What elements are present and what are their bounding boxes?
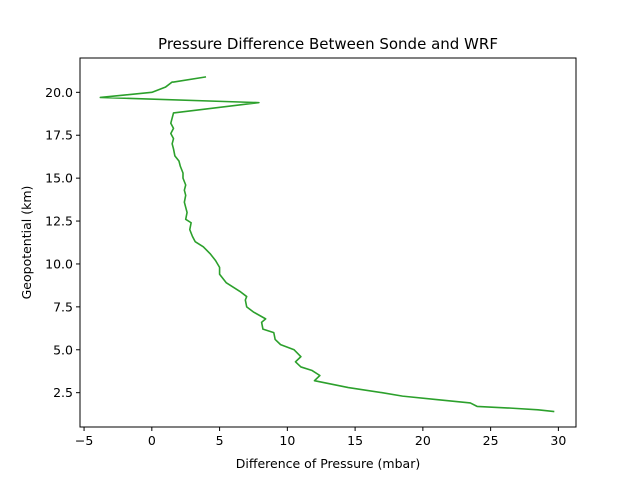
series-line-0 — [99, 76, 555, 413]
plot-series-group — [99, 76, 555, 413]
y-axis-ticks: 2.5 5.0 7.5 10.0 12.5 15.0 17.5 20.0 — [45, 85, 80, 400]
x-tick-label: 25 — [483, 433, 499, 448]
y-tick-label: 17.5 — [45, 128, 73, 143]
x-tick-label: 30 — [550, 433, 566, 448]
x-tick-label: 5 — [216, 433, 224, 448]
x-axis-ticks: −5 0 5 10 15 20 25 30 — [75, 427, 566, 448]
x-axis-label: Difference of Pressure (mbar) — [236, 456, 420, 471]
x-tick-label: 20 — [415, 433, 431, 448]
plot-frame — [79, 57, 577, 428]
y-tick-label: 15.0 — [45, 171, 73, 186]
y-tick-label: 5.0 — [53, 342, 73, 357]
y-tick-label: 2.5 — [53, 385, 73, 400]
y-axis-label: Geopotential (km) — [19, 186, 34, 300]
x-tick-label: −5 — [75, 433, 93, 448]
y-tick-label: 20.0 — [45, 85, 73, 100]
x-tick-label: 15 — [347, 433, 363, 448]
y-tick-label: 10.0 — [45, 256, 73, 271]
y-tick-label: 12.5 — [45, 214, 73, 229]
x-tick-label: 10 — [279, 433, 295, 448]
x-tick-label: 0 — [148, 433, 156, 448]
chart-title: Pressure Difference Between Sonde and WR… — [158, 35, 498, 53]
y-tick-label: 7.5 — [53, 299, 73, 314]
